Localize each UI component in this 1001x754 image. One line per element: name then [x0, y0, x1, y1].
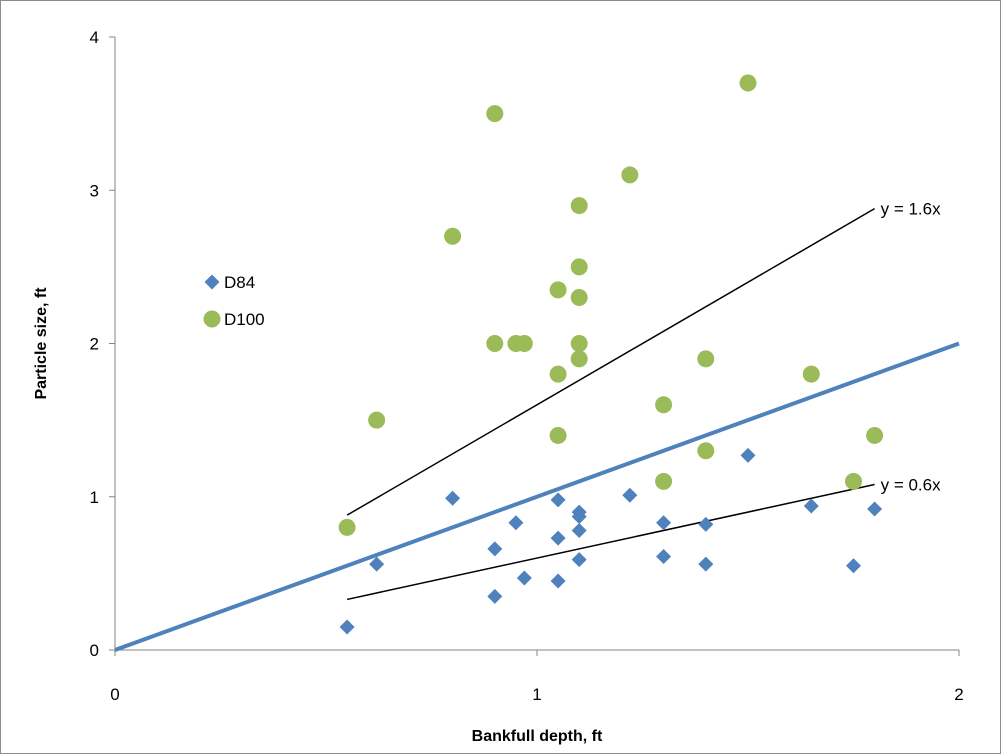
reference-lines: [114, 207, 960, 652]
line-annotations: y = 1.6x y = 0.6x: [881, 200, 942, 495]
d100-point: [570, 289, 588, 307]
d84-point: [571, 504, 587, 520]
legend-marker-d84: [204, 274, 220, 290]
d84-point: [508, 515, 524, 531]
d84-point: [803, 498, 819, 514]
d100-point: [338, 518, 356, 536]
d84-point: [550, 492, 566, 508]
legend-marker-d100: [203, 310, 221, 328]
d84-point: [550, 530, 566, 546]
legend-item-d84: D84: [204, 273, 255, 292]
y-tick-label: 2: [90, 335, 99, 354]
d100-point: [697, 350, 715, 368]
d100-point: [444, 227, 462, 245]
y-tick-label: 0: [90, 641, 99, 660]
d84-point: [622, 487, 638, 503]
tick-marks: [109, 36, 960, 656]
y-axis-title: Particle size, ft: [33, 287, 50, 400]
d84-point: [487, 541, 503, 557]
d84-point: [550, 573, 566, 589]
d100-point: [802, 365, 820, 383]
y-tick-label: 3: [90, 181, 99, 200]
x-tick-label: 1: [532, 685, 541, 704]
d84-point: [516, 570, 532, 586]
d100-point: [655, 472, 673, 490]
reference-line: [346, 207, 875, 516]
d100-point: [368, 411, 386, 429]
d84-point: [656, 515, 672, 531]
d100-point: [549, 281, 567, 299]
line-label: y = 1.6x: [881, 200, 942, 219]
d100-point: [739, 74, 757, 92]
legend-label-d84: D84: [224, 273, 255, 292]
d100-point: [570, 350, 588, 368]
d100-point: [621, 166, 639, 184]
d100-point: [570, 335, 588, 352]
legend-label-d100: D100: [224, 310, 265, 329]
d100-point: [570, 258, 588, 276]
y-tick-label: 1: [90, 488, 99, 507]
d100-point: [486, 105, 504, 123]
d84-point: [571, 522, 587, 538]
x-tick-label: 0: [110, 685, 119, 704]
d100-point: [549, 365, 567, 383]
d84-point: [656, 549, 672, 565]
d100-point: [866, 426, 884, 444]
d100-point: [697, 442, 715, 460]
reference-line-1to1: [114, 341, 960, 652]
d84-point: [698, 516, 714, 532]
reference-line: [346, 483, 875, 601]
d84-point: [339, 619, 355, 635]
d100-point: [515, 335, 533, 352]
line-label: y = 0.6x: [881, 475, 942, 494]
d84-point: [571, 552, 587, 568]
legend: D84 D100: [203, 273, 265, 329]
d84-point: [846, 558, 861, 574]
legend-item-d100: D100: [203, 310, 265, 329]
d100-point: [549, 426, 567, 444]
data-points: [338, 74, 884, 635]
y-tick-label: 4: [90, 28, 99, 47]
x-tick-label: 2: [954, 685, 963, 704]
d84-point: [487, 588, 503, 604]
d84-point: [369, 556, 385, 572]
d84-point: [698, 556, 714, 572]
d84-point: [445, 490, 461, 506]
x-axis-title: Bankfull depth, ft: [472, 728, 603, 745]
d100-point: [486, 335, 504, 352]
d100-point: [570, 197, 588, 215]
tick-labels: 0 1 2 3 4 0 1 2: [90, 28, 964, 704]
d84-point: [740, 447, 756, 463]
d84-point: [867, 501, 883, 517]
d100-point: [845, 472, 862, 490]
d100-point: [655, 396, 673, 414]
